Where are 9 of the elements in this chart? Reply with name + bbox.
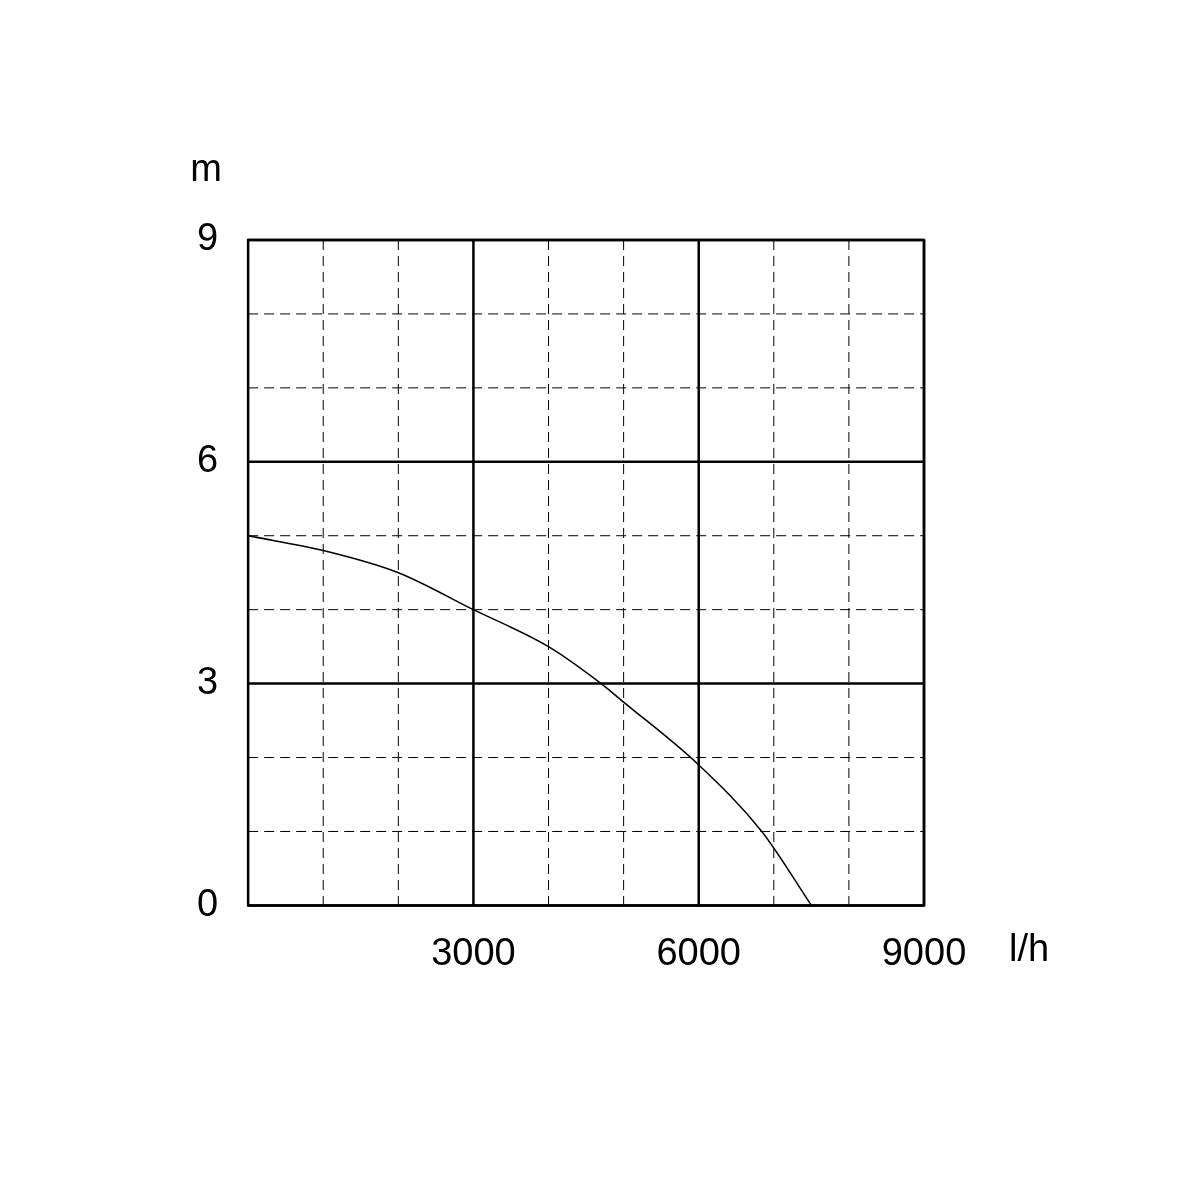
- x-tick-label: 9000: [881, 930, 967, 973]
- y-tick-label: 0: [196, 881, 219, 924]
- x-tick-label: 3000: [431, 930, 516, 973]
- y-tick-label: 9: [196, 216, 219, 259]
- y-axis-title: m: [190, 147, 222, 190]
- x-tick-label: 6000: [656, 930, 741, 973]
- x-axis-title: l/h: [1009, 926, 1050, 969]
- y-tick-label: 3: [196, 660, 219, 703]
- y-tick-label: 6: [196, 438, 219, 481]
